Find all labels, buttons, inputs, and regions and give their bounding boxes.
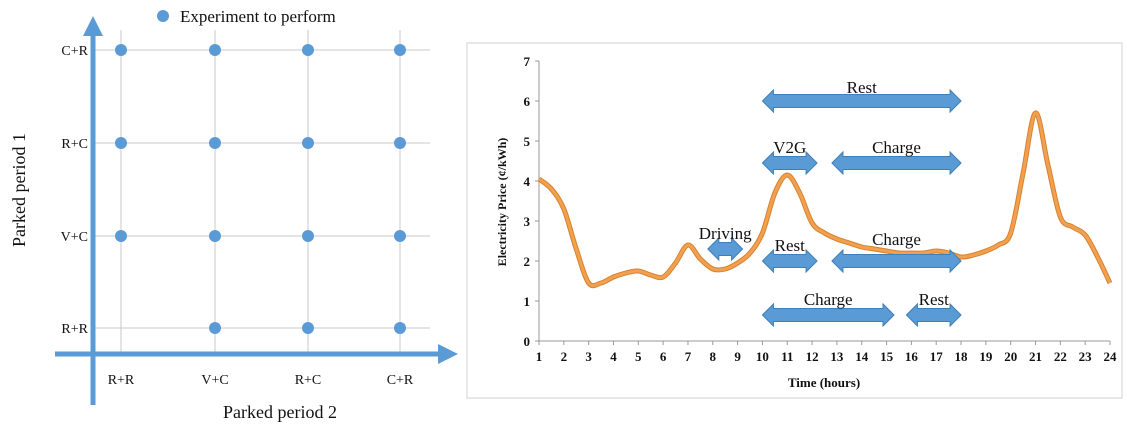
y-tick-label: R+C: [61, 137, 88, 152]
x-tick-label: 21: [1029, 349, 1042, 364]
data-point: [209, 44, 221, 56]
period-label: Rest: [919, 290, 950, 309]
period-label: Rest: [847, 78, 878, 97]
x-axis-label: Time (hours): [788, 375, 860, 390]
x-tick-label: R+C: [295, 373, 322, 388]
y-tick-label: 6: [524, 94, 531, 109]
period-arrow: [761, 150, 818, 176]
x-tick-label: 23: [1079, 349, 1093, 364]
legend-label: Experiment to perform: [180, 7, 336, 26]
data-point: [302, 322, 314, 334]
x-tick-label: 24: [1104, 349, 1118, 364]
data-point: [394, 44, 406, 56]
period-label: V2G: [773, 138, 806, 157]
data-point: [302, 230, 314, 242]
y-tick-label: V+C: [61, 230, 88, 245]
y-tick-label: 5: [524, 134, 531, 149]
period-arrow: [761, 88, 962, 114]
x-tick-label: 2: [561, 349, 568, 364]
data-point: [209, 137, 221, 149]
y-axis-label: Parked period 1: [9, 133, 29, 247]
x-tick-label: 11: [781, 349, 793, 364]
y-tick-label: C+R: [61, 44, 88, 59]
x-axis-arrowhead: [438, 344, 458, 364]
y-tick-label: 7: [524, 54, 531, 69]
x-tick-label: 6: [660, 349, 667, 364]
x-tick-label: V+C: [201, 373, 228, 388]
period-arrow: [761, 248, 818, 274]
experiment-grid-chart: R+R V+C R+C C+R R+R V+C R+C C+R Experiment to pe…: [9, 7, 458, 422]
x-tick-label: 7: [685, 349, 692, 364]
period-arrow: [761, 302, 895, 328]
x-tick-label: 22: [1054, 349, 1067, 364]
period-arrow: [831, 248, 962, 274]
data-point: [302, 44, 314, 56]
y-axis-label: Electricity Price (¢/kWh): [495, 138, 509, 267]
period-arrow: [905, 302, 962, 328]
y-tick-label: 4: [524, 174, 531, 189]
x-tick-label: 12: [806, 349, 819, 364]
period-arrow: [831, 150, 962, 176]
y-tick-label: 0: [524, 334, 531, 349]
x-tick-label: R+R: [108, 373, 135, 388]
y-axis-arrowhead: [83, 16, 103, 36]
price-series-line: [538, 111, 1112, 288]
chart-frame: [466, 42, 1123, 399]
data-point: [209, 230, 221, 242]
data-point: [394, 230, 406, 242]
period-label: Charge: [804, 290, 853, 309]
data-point: [302, 137, 314, 149]
x-tick-label: 19: [979, 349, 993, 364]
y-tick-label: 1: [524, 294, 531, 309]
period-label: Rest: [775, 236, 806, 255]
x-tick-label: 4: [610, 349, 617, 364]
y-tick-label: R+R: [61, 322, 88, 337]
x-tick-label: 14: [855, 349, 869, 364]
x-tick-label: 5: [635, 349, 642, 364]
legend-marker: [157, 10, 169, 22]
x-tick-label: 15: [880, 349, 894, 364]
period-label: Charge: [872, 138, 921, 157]
period-arrow: [707, 236, 744, 262]
x-tick-label: 17: [930, 349, 944, 364]
x-axis-label: Parked period 2: [223, 402, 337, 422]
data-point: [115, 44, 127, 56]
x-tick-label: 10: [756, 349, 769, 364]
x-tick-label: 9: [734, 349, 741, 364]
x-tick-label: 16: [905, 349, 919, 364]
price-series-line-outline: [537, 110, 1113, 289]
x-tick-label: 13: [830, 349, 844, 364]
x-tick-label: 3: [585, 349, 592, 364]
data-point: [115, 230, 127, 242]
period-label: Driving: [699, 224, 752, 243]
data-point: [115, 137, 127, 149]
data-point: [394, 322, 406, 334]
x-tick-label: C+R: [387, 373, 414, 388]
data-point: [394, 137, 406, 149]
x-tick-label: 20: [1004, 349, 1017, 364]
x-tick-label: 8: [710, 349, 717, 364]
x-tick-label: 18: [955, 349, 969, 364]
y-tick-label: 3: [524, 214, 531, 229]
data-point: [209, 322, 221, 334]
period-label: Charge: [872, 230, 921, 249]
x-tick-label: 1: [536, 349, 543, 364]
y-tick-label: 2: [524, 254, 531, 269]
